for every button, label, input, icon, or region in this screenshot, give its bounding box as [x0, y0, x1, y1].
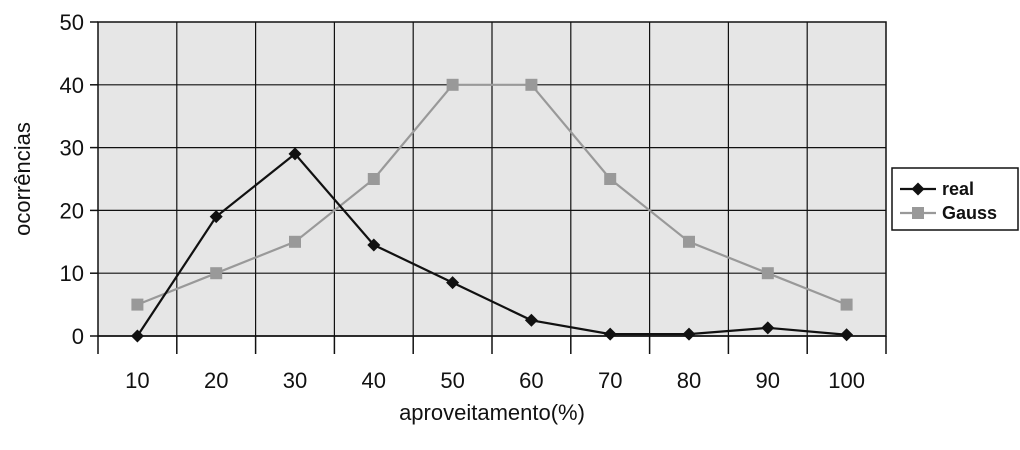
data-point-gauss — [367, 173, 380, 185]
y-tick-label: 30 — [60, 136, 84, 161]
series-line-gauss — [136, 83, 848, 306]
x-tick-label: 70 — [598, 368, 622, 393]
x-tick-labels: 10 20 30 40 50 60 70 80 90 100 — [125, 368, 865, 393]
legend-marker-gauss — [912, 207, 924, 219]
data-point-real — [603, 327, 617, 341]
data-point-real — [761, 321, 775, 335]
grid-lines — [98, 22, 886, 336]
y-tick-label: 20 — [60, 198, 84, 223]
data-point-gauss — [210, 267, 223, 280]
legend-box — [891, 167, 1019, 231]
x-tick-label: 90 — [756, 368, 780, 393]
data-point-gauss — [683, 235, 695, 248]
series-layer — [130, 78, 854, 343]
data-point-gauss — [446, 78, 459, 91]
data-point-real — [446, 276, 460, 290]
x-tick-label: 30 — [283, 368, 307, 393]
y-tick-labels: 0 10 20 30 40 50 — [60, 10, 84, 349]
series-gauss — [131, 78, 853, 311]
data-point-gauss — [840, 298, 853, 311]
legend: real Gauss — [891, 167, 1019, 231]
legend-marker-real — [911, 182, 925, 196]
data-point-gauss — [604, 173, 617, 185]
y-tick-label: 0 — [72, 324, 84, 349]
data-point-gauss — [289, 235, 301, 248]
x-tick-label: 20 — [204, 368, 228, 393]
y-tick-label: 40 — [60, 73, 84, 98]
data-point-real — [130, 329, 144, 343]
series-real — [130, 147, 854, 343]
legend-label-real: real — [942, 179, 974, 199]
x-tick-label: 100 — [828, 368, 865, 393]
data-point-gauss — [761, 267, 774, 280]
data-point-gauss — [525, 78, 538, 91]
x-tick-label: 40 — [362, 368, 386, 393]
data-point-real — [524, 313, 538, 327]
data-point-real — [288, 147, 302, 161]
data-point-gauss — [131, 298, 144, 311]
data-point-real — [209, 210, 223, 224]
x-tick-label: 60 — [519, 368, 543, 393]
legend-label-gauss: Gauss — [942, 203, 997, 223]
y-tick-label: 10 — [60, 261, 84, 286]
x-tick-label: 10 — [125, 368, 149, 393]
x-axis-title: aproveitamento(%) — [399, 400, 585, 425]
data-point-real — [682, 327, 696, 341]
y-tick-label: 50 — [60, 10, 84, 35]
x-tick-label: 50 — [440, 368, 464, 393]
data-point-real — [840, 328, 854, 342]
data-point-real — [367, 238, 381, 252]
axes — [90, 21, 887, 354]
x-tick-label: 80 — [677, 368, 701, 393]
series-line-real — [136, 152, 847, 337]
y-axis-title: ocorrências — [10, 122, 35, 236]
